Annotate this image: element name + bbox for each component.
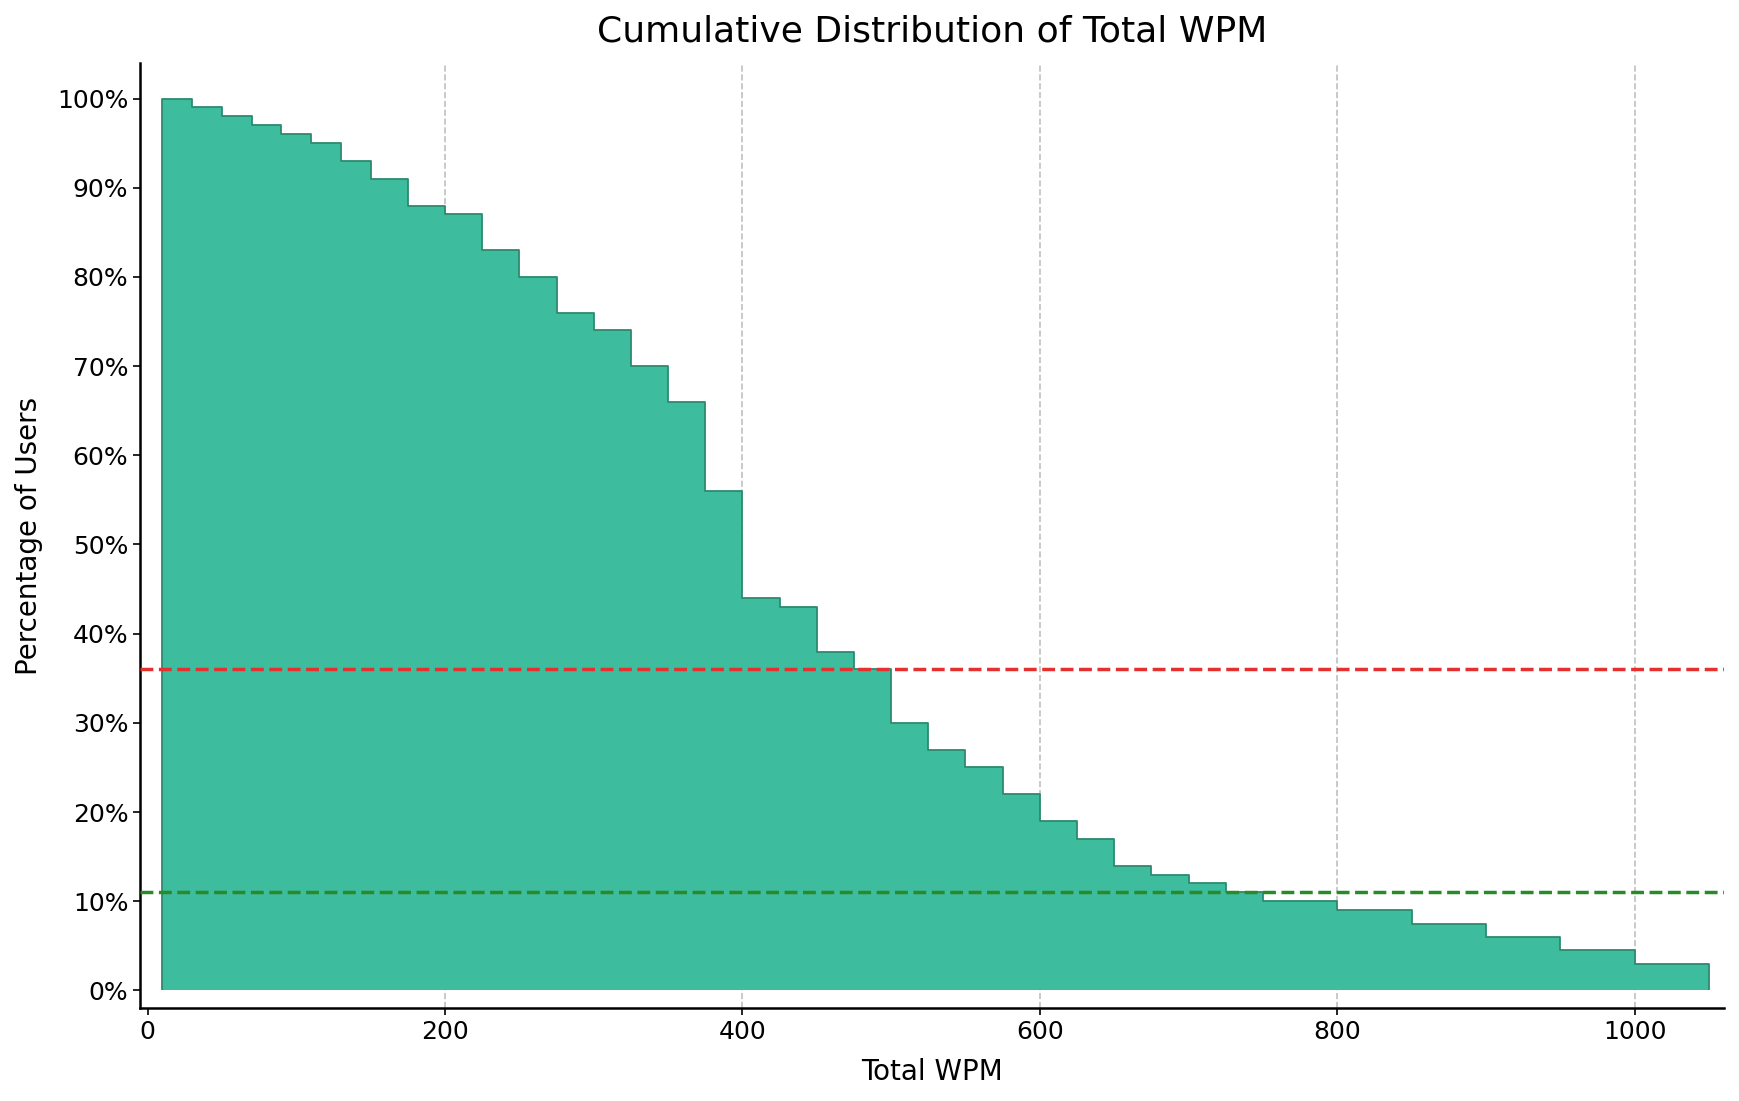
Y-axis label: Percentage of Users: Percentage of Users: [16, 396, 43, 675]
X-axis label: Total WPM: Total WPM: [861, 1058, 1003, 1086]
Polygon shape: [162, 98, 1709, 991]
Title: Cumulative Distribution of Total WPM: Cumulative Distribution of Total WPM: [596, 15, 1268, 50]
